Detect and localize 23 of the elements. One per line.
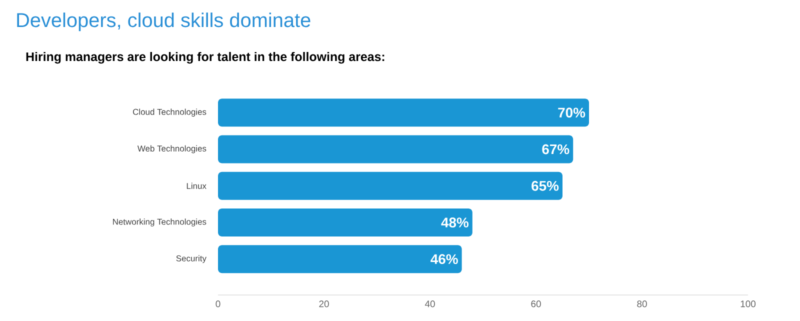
bar [218,135,574,164]
x-tick-label: 100 [740,300,756,308]
bar [218,172,563,200]
x-tick-label: 80 [637,300,647,308]
x-tick-label: 0 [216,300,220,308]
y-tick-label: Security [176,255,206,264]
x-tick-label: 20 [319,300,329,308]
x-tick-label: 60 [531,300,541,308]
data-label: 70% [558,108,586,118]
chart-subtitle: Hiring managers are looking for talent in the following areas: [26,52,384,64]
y-tick-label: Networking Technologies [113,218,206,226]
bar [218,245,462,274]
data-label: 48% [441,218,469,228]
bar [218,98,590,127]
bar [218,208,472,236]
x-tick-label: 40 [424,300,435,308]
y-tick-label: Cloud Technologies [133,108,206,117]
y-tick-label: Linux [186,182,206,189]
chart-title: Developers, cloud skills dominate [17,12,310,32]
data-label: 65% [532,180,559,191]
y-tick-label: Web Technologies [137,145,206,154]
data-label: 67% [542,144,570,154]
data-label: 46% [430,254,458,264]
